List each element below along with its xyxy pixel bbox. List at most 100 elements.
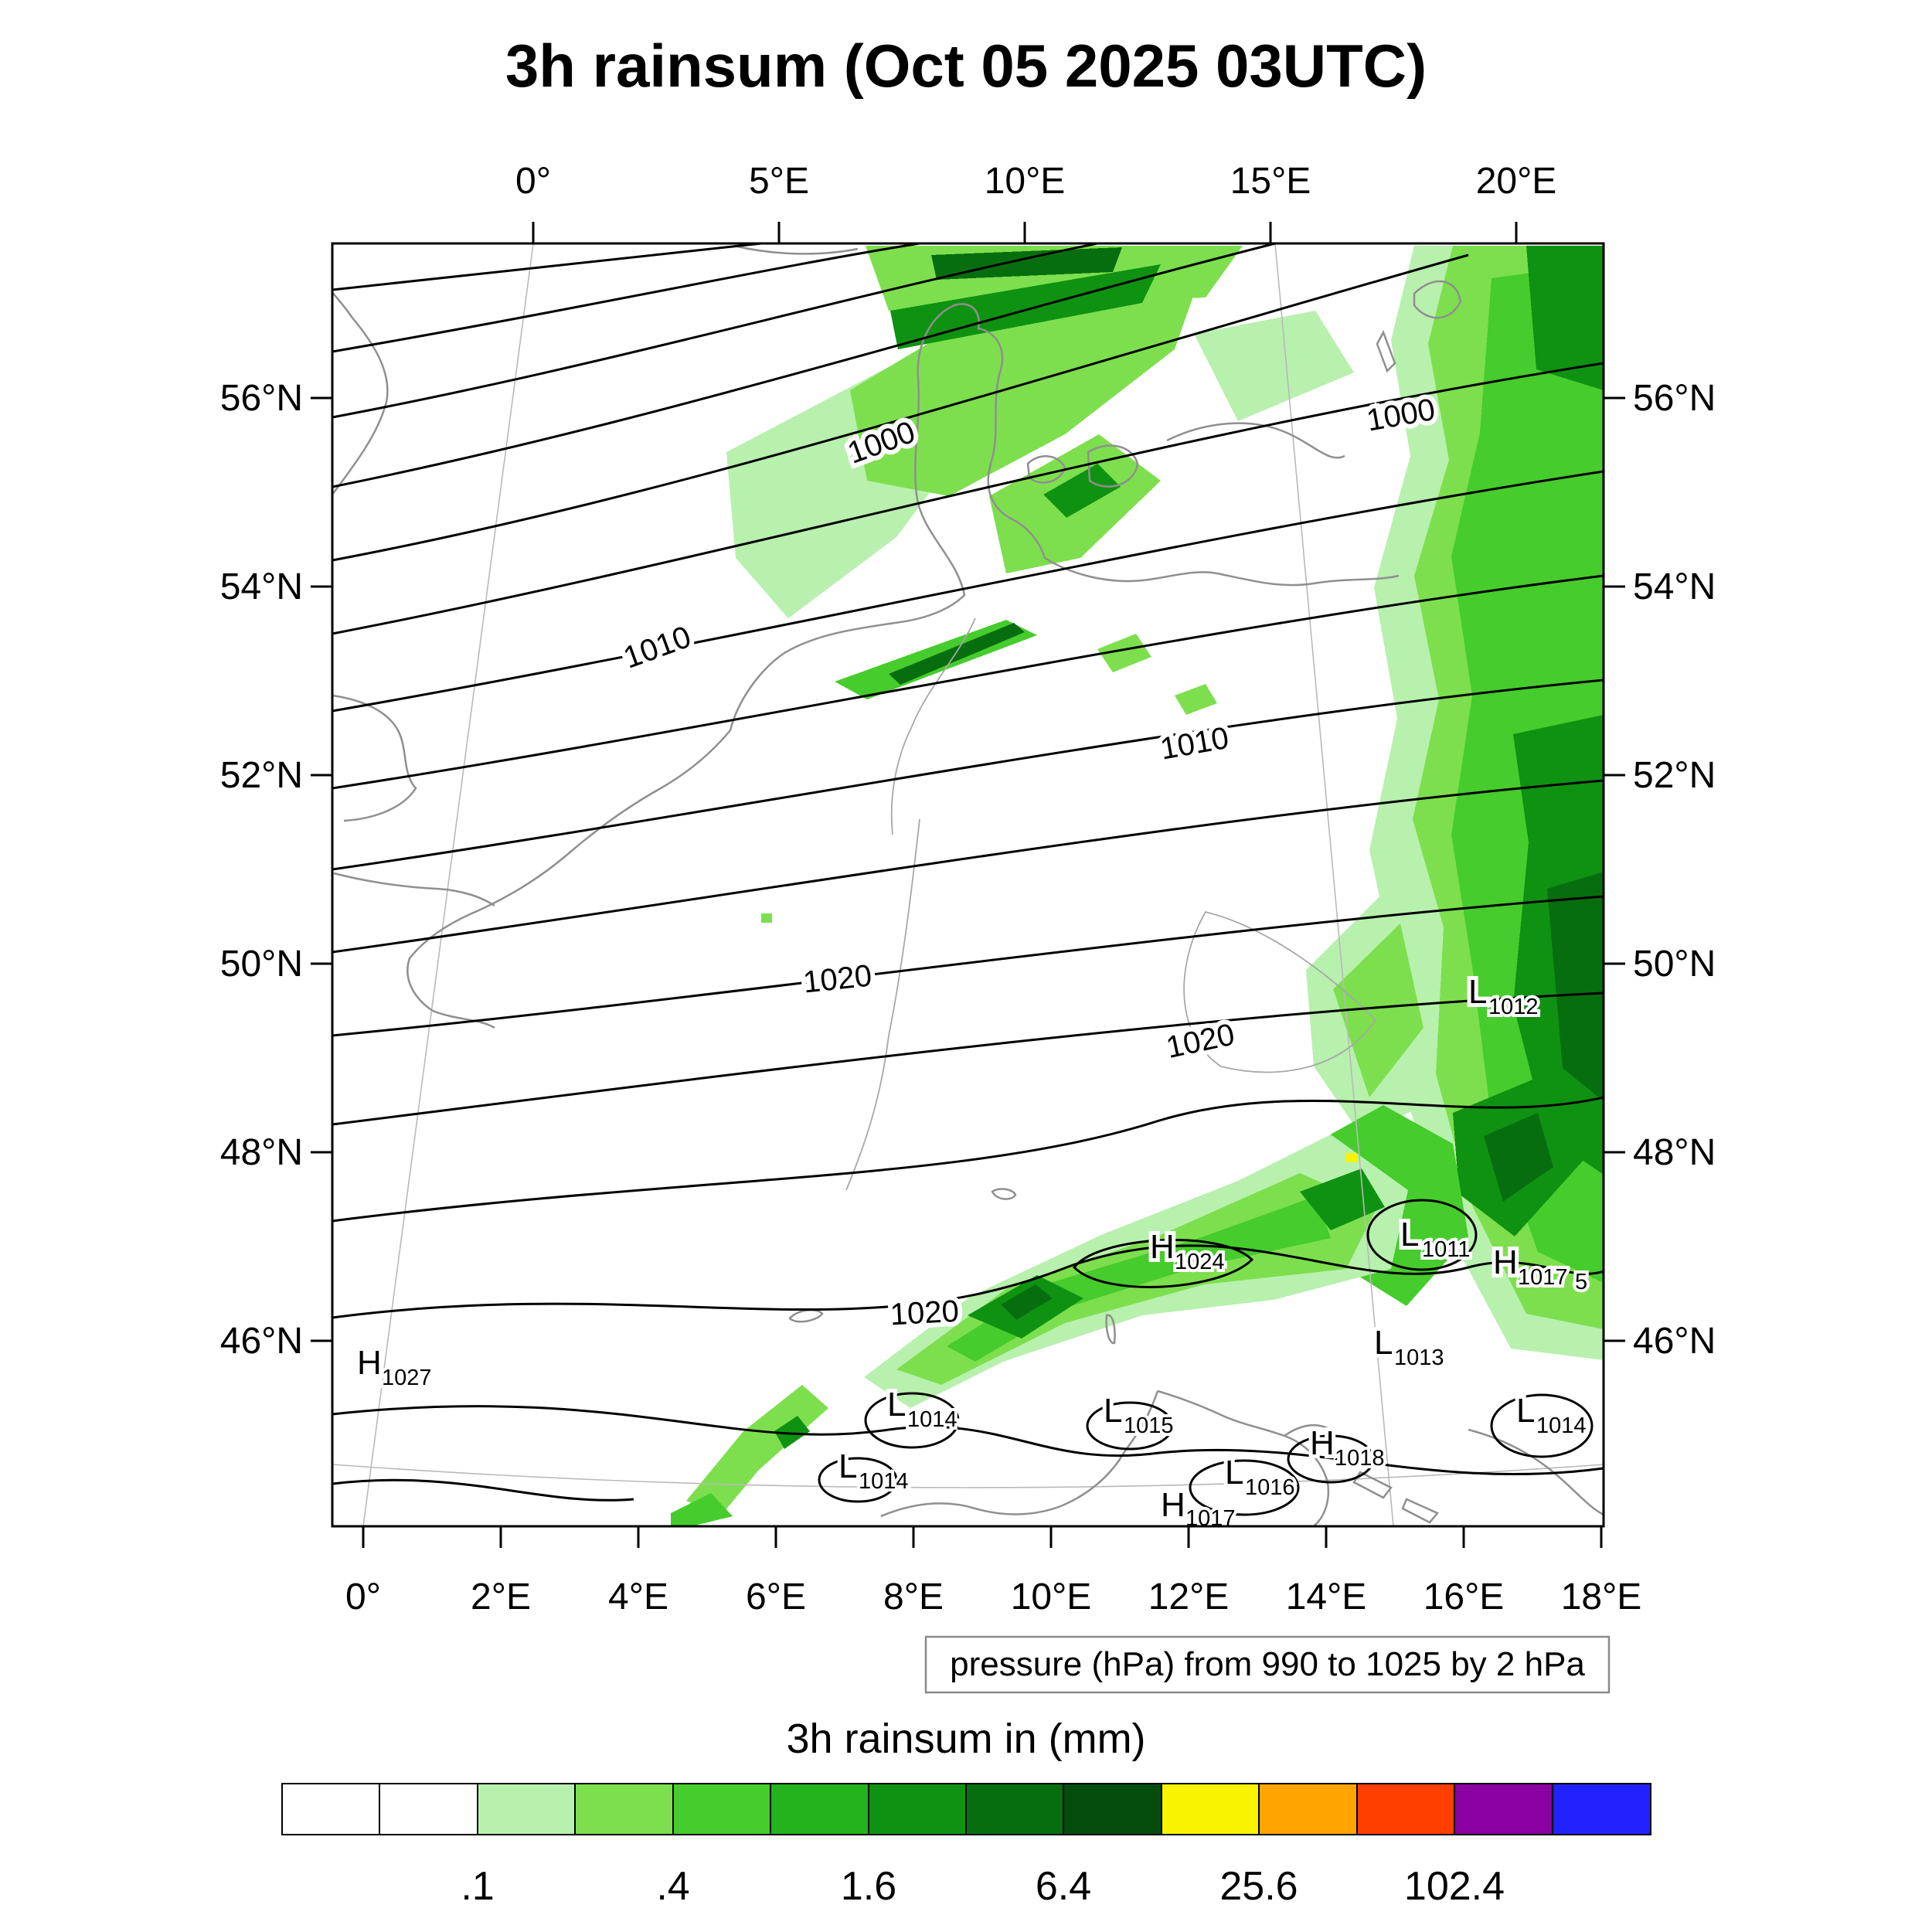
rain-area	[1097, 634, 1151, 672]
colorbar-tick-label: .1	[461, 1864, 494, 1909]
pressure-center-value: 1014	[859, 1469, 909, 1494]
rain-area	[1484, 1113, 1553, 1202]
colorbar-cell	[379, 1783, 478, 1835]
bottom-axis-label: 2°E	[471, 1577, 531, 1617]
colorbar-tick-label: .4	[656, 1864, 689, 1909]
pressure-center-letter: H	[1310, 1424, 1335, 1462]
colorbar-cell	[477, 1783, 577, 1835]
colorbar-cell	[281, 1783, 381, 1835]
parallel-45N	[332, 1464, 1604, 1488]
rain-heavy-spot	[1346, 1153, 1357, 1162]
right-axis-label: 54°N	[1633, 566, 1716, 607]
contour-info-border	[924, 1635, 1611, 1694]
border-czech	[1183, 910, 1377, 1073]
rain-area	[1175, 684, 1217, 715]
rain-area	[671, 1493, 733, 1526]
top-axis-label: 0°	[515, 161, 551, 202]
isobar	[332, 253, 1469, 562]
axis-labels: 0° 5°E 10°E 15°E 20°E 0° 2°E 4°E 6°E 8°E…	[220, 161, 1716, 1617]
pressure-center-value: 1017	[1185, 1506, 1236, 1531]
bottom-axis-label: 0°	[345, 1577, 381, 1617]
top-axis-label: 5°E	[749, 161, 809, 202]
pressure-center-letter: L	[838, 1447, 857, 1485]
pressure-centers: H 1027 H 1024 L 1011 H 1017 5 L 1012 L 1…	[353, 969, 1590, 1531]
isobar	[332, 1244, 1604, 1319]
colorbar: 3h rainsum in (mm) .1 .4 1.6 6.4 25.6 10…	[281, 1716, 1651, 1909]
rain-area	[1001, 1284, 1053, 1320]
isobar-closed-low	[1189, 1459, 1300, 1516]
colorbar-cell	[770, 1783, 869, 1835]
pressure-center-letter: H	[1161, 1486, 1185, 1524]
coastlines	[332, 244, 1604, 1526]
map-content: 1000 1000 1010 1010 1020 1020 1020 H 102…	[332, 243, 1604, 1531]
rain-area	[1526, 246, 1604, 390]
pressure-center-letter: H	[1150, 1228, 1175, 1266]
isobar-label: 1010	[619, 620, 696, 675]
stray-label: 5	[1575, 1270, 1587, 1294]
left-axis-label: 48°N	[220, 1132, 303, 1173]
pressure-center-value: 1013	[1394, 1345, 1444, 1370]
isobar	[332, 895, 1604, 1037]
left-axis-label: 46°N	[220, 1321, 303, 1362]
right-axis-label: 50°N	[1633, 944, 1716, 985]
plot-frame	[331, 242, 1605, 1528]
coastline-sweden-south	[1166, 422, 1345, 459]
rain-area	[1043, 464, 1121, 518]
isobar-closed-high	[1073, 1239, 1254, 1288]
rain-area	[761, 913, 772, 923]
pressure-center-value: 1027	[382, 1366, 432, 1390]
rain-area	[1194, 311, 1354, 421]
lake-constance	[991, 1188, 1017, 1200]
isobar	[332, 362, 1604, 635]
bottom-axis-label: 6°E	[746, 1577, 806, 1617]
right-axis-label: 52°N	[1633, 755, 1716, 796]
pressure-center-value: 1017	[1518, 1265, 1568, 1290]
bottom-axis-label: 12°E	[1148, 1577, 1230, 1617]
right-axis-label: 56°N	[1633, 378, 1716, 419]
left-axis-label: 56°N	[220, 378, 303, 419]
isobar-label: 1010	[1158, 721, 1231, 767]
lake-garda	[1105, 1314, 1116, 1345]
coastline-liguria-po	[880, 1390, 1159, 1518]
pressure-center-letter: L	[1104, 1392, 1122, 1430]
graticule	[332, 243, 1604, 1526]
isobar	[332, 243, 762, 291]
isobar	[332, 243, 1276, 488]
coastline-norway-tip	[733, 244, 859, 255]
colorbar-tick-label: 102.4	[1404, 1864, 1505, 1909]
colorbar-cell	[574, 1783, 674, 1835]
coastline-northsea-jutland-baltic	[729, 303, 1400, 731]
bottom-axis-label: 10°E	[1011, 1577, 1092, 1617]
pressure-center-value: 1012	[1488, 995, 1539, 1019]
isobar	[332, 470, 1604, 713]
colorbar-tick-label: 25.6	[1219, 1864, 1298, 1909]
chart-title: 3h rainsum (Oct 05 2025 03UTC)	[505, 32, 1427, 100]
pressure-center-value: 1014	[1536, 1413, 1587, 1438]
right-axis-label: 46°N	[1633, 1321, 1716, 1362]
meridian-0E	[362, 243, 534, 1526]
isobar-closed-low	[1366, 1199, 1478, 1271]
bottom-axis-label: 16°E	[1423, 1577, 1505, 1617]
rain-area	[774, 1416, 810, 1449]
lake-geneva	[788, 1308, 824, 1323]
bottom-axis-label: 18°E	[1561, 1577, 1642, 1617]
top-axis-label: 15°E	[1230, 161, 1311, 202]
colorbar-cell	[1161, 1783, 1260, 1835]
isobar-closed-high	[1287, 1434, 1375, 1484]
isobar	[332, 1405, 1604, 1476]
colorbar-cell	[868, 1783, 968, 1835]
top-axis-label: 10°E	[985, 161, 1066, 202]
coastline-adriatic	[1157, 1389, 1604, 1526]
pressure-center-value: 1015	[1124, 1413, 1174, 1438]
pressure-center-letter: L	[1516, 1392, 1535, 1430]
pressure-center-letter: L	[1374, 1324, 1393, 1362]
isobar-closed-low	[1086, 1401, 1174, 1451]
coastline-danish-islands	[1026, 444, 1139, 488]
rain-area	[889, 623, 1025, 685]
isobar	[332, 992, 1604, 1126]
pressure-center-letter: H	[357, 1344, 382, 1382]
bottom-axis-label: 14°E	[1286, 1577, 1367, 1617]
rain-area	[850, 257, 1207, 496]
